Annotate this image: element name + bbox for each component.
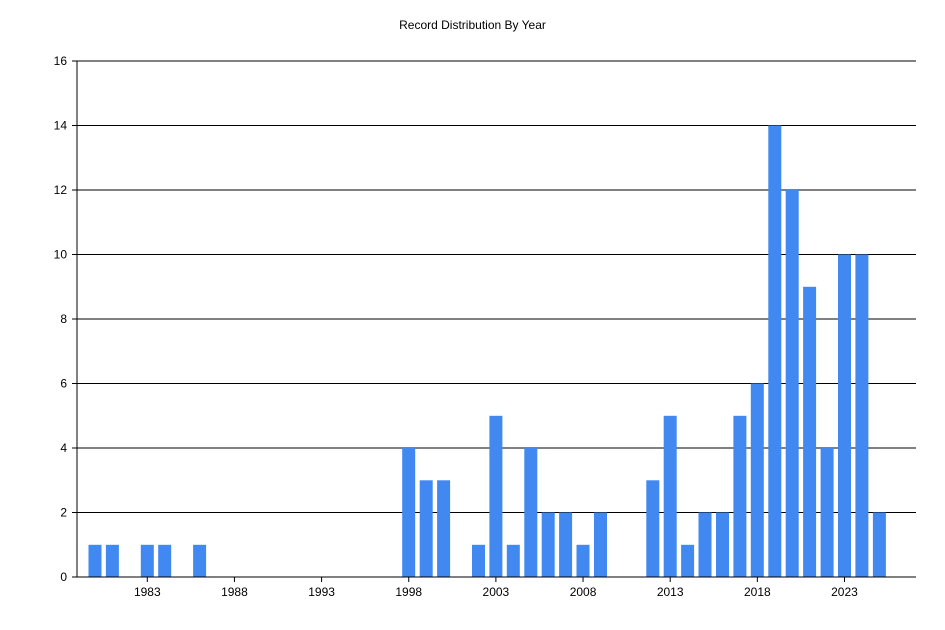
bar [838,254,851,577]
x-tick-label: 2018 [744,585,771,599]
y-tick-label: 6 [60,377,67,391]
bars [88,125,886,578]
bar [594,512,607,577]
x-tick-label: 1993 [308,585,335,599]
y-tick-label: 2 [60,506,67,520]
bar [698,512,712,577]
bar [576,544,590,578]
bar [855,254,869,577]
bar [750,383,764,577]
y-tick-label: 16 [54,54,68,68]
x-tick-label: 1983 [134,585,161,599]
bar [140,544,154,578]
x-tick-label: 2008 [570,585,597,599]
bar [506,544,520,578]
bar [559,512,573,577]
bar [193,544,207,578]
chart-title: Record Distribution By Year [399,18,546,32]
x-tick-label: 2003 [483,585,510,599]
bar [716,512,729,577]
y-tick-label: 4 [60,441,67,455]
bar [820,448,834,577]
bar [472,544,485,578]
y-tick-label: 12 [54,183,68,197]
bar [402,448,416,577]
y-tick-label: 14 [54,119,68,133]
bar [489,415,503,578]
bar [733,415,747,578]
bar [88,544,102,578]
y-tick-label: 8 [60,312,67,326]
x-tick-label: 2013 [657,585,684,599]
bar [105,544,119,578]
y-tick-label: 0 [60,570,67,584]
bar [768,125,782,577]
x-tick-label: 2023 [831,585,858,599]
x-axis-ticks: 1983 1988 1993 1998 2003 2008 2013 2018 2023 [134,577,858,599]
bar [681,544,695,578]
y-tick-label: 10 [54,248,68,262]
bar [524,448,538,577]
bar [785,190,799,577]
bar [419,480,433,578]
x-tick-label: 1998 [395,585,422,599]
bar [541,512,555,577]
bar [663,415,677,578]
y-axis-ticks: 0 2 4 6 8 10 12 14 16 [54,54,77,584]
bar [872,512,886,577]
x-tick-label: 1988 [221,585,248,599]
bar [646,480,660,578]
bar [803,286,817,578]
bar [158,544,172,578]
bar [437,480,451,578]
